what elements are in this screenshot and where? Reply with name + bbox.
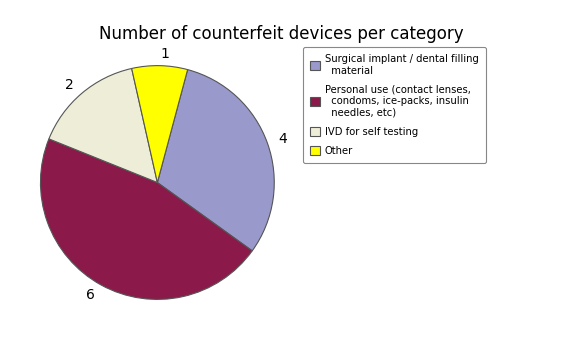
Text: 2: 2 — [65, 78, 74, 92]
Text: 1: 1 — [160, 47, 169, 61]
Text: 6: 6 — [87, 288, 96, 302]
Text: Number of counterfeit devices per category: Number of counterfeit devices per catego… — [99, 25, 463, 42]
Wedge shape — [40, 139, 252, 299]
Text: 4: 4 — [279, 132, 287, 146]
Legend: Surgical implant / dental filling
  material, Personal use (contact lenses,
  co: Surgical implant / dental filling materi… — [303, 47, 486, 163]
Wedge shape — [132, 66, 188, 183]
Wedge shape — [157, 69, 274, 251]
Wedge shape — [49, 68, 157, 183]
